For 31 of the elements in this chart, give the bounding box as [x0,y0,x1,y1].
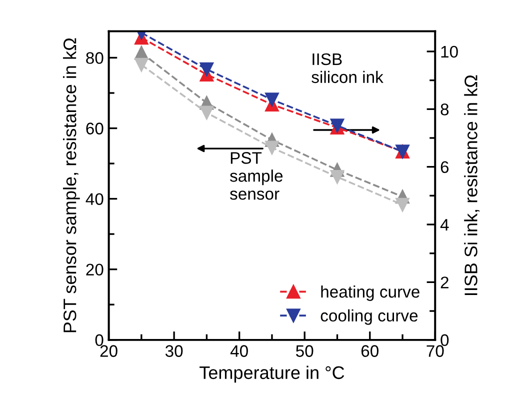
point [330,170,344,184]
x-axis-title: Temperature in °C [200,366,344,383]
y-tick-label: 20 [86,264,104,276]
annotation: IISB silicon ink [312,53,384,84]
y-tick-label: 60 [86,122,104,134]
annotation: PST sample sensor [230,152,283,200]
y-tick-label: 80 [86,52,104,64]
point [396,198,410,212]
y2-tick-label: 4 [440,219,449,231]
point [265,92,279,107]
y2-tick-label: 6 [440,161,449,174]
y-tick-label: 40 [86,193,104,205]
point [200,62,214,76]
point [200,106,214,120]
y2-tick-label: 8 [440,104,449,116]
y2-tick-label: 0 [440,334,449,346]
legend-label: heating curve [321,285,420,301]
y-tick-label: 0 [95,334,104,346]
y2-tick-label: 2 [440,276,448,288]
y2-tick-label: 10 [441,46,458,58]
x-tick-label: 50 [296,345,314,357]
y2-axis-title: IISB Si ink, resistance in kΩ [464,75,480,296]
x-tick-label: 70 [426,345,444,357]
point [265,140,279,155]
x-tick-label: 40 [230,345,248,357]
legend-label: cooling curve [320,309,418,325]
y-axis-title: PST sensor sample, resistance in kΩ [63,38,80,332]
x-tick-label: 60 [361,345,379,357]
x-tick-label: 30 [165,345,183,357]
point [134,58,148,72]
x-tick-label: 20 [100,345,118,357]
